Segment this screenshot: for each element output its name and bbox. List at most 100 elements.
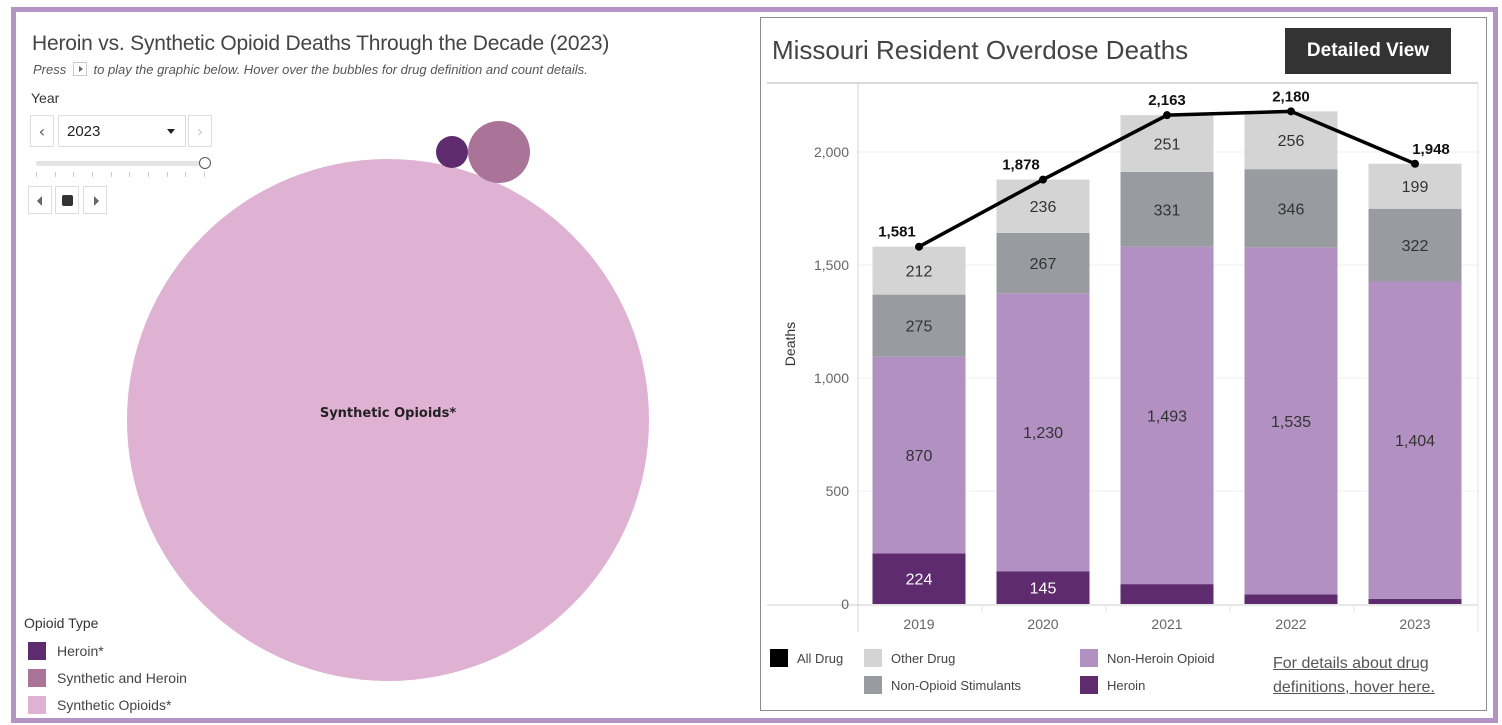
x-tick-label: 2023	[1399, 616, 1430, 632]
bar-segment-non-heroin-opioid-2022[interactable]	[1244, 247, 1338, 595]
all-drug-point[interactable]	[915, 242, 923, 251]
legend-label: Synthetic Opioids*	[57, 696, 172, 713]
legend-item-other-drug[interactable]: Other Drug	[864, 649, 955, 667]
all-drug-point[interactable]	[1163, 111, 1171, 120]
all-drug-value-label: 1,878	[1002, 157, 1040, 174]
x-tick-label: 2022	[1275, 616, 1306, 632]
bar-value-label: 1,535	[1271, 414, 1311, 431]
next-year-button[interactable]: ›	[188, 115, 212, 147]
legend-swatch	[28, 668, 46, 687]
overdose-chart-title: Missouri Resident Overdose Deaths	[772, 35, 1189, 65]
bar-segment-non-heroin-opioid-2023[interactable]	[1368, 281, 1462, 599]
bubble-label-synthetic-opioids: Synthetic Opioids*	[320, 406, 457, 421]
bar-segment-heroin-2023[interactable]	[1368, 598, 1462, 604]
play-backward-button[interactable]	[28, 186, 52, 214]
bar-segment-non-opioid-stimulants-2020[interactable]	[996, 232, 1090, 294]
legend-label: All Drug	[797, 650, 844, 666]
bar-value-label: 256	[1278, 133, 1305, 150]
previous-year-button[interactable]: ‹	[30, 115, 54, 147]
bubble-synthetic-opioids[interactable]	[127, 159, 649, 681]
bubble-heroin[interactable]	[436, 136, 468, 168]
bar-value-label: 236	[1030, 199, 1057, 216]
year-dropdown[interactable]: 2023	[58, 115, 186, 147]
bar-value-label: 1,404	[1395, 433, 1435, 450]
bar-segment-non-heroin-opioid-2020[interactable]	[996, 293, 1090, 572]
slider-tick	[73, 172, 75, 177]
slider-tick	[129, 172, 131, 177]
bar-value-label: 251	[1154, 137, 1181, 154]
y-tick-label: 2,000	[814, 144, 849, 160]
all-drug-point[interactable]	[1287, 107, 1295, 116]
legend-swatch	[864, 676, 882, 694]
legend-item-synthetic-opioids[interactable]: Synthetic Opioids*	[24, 691, 187, 718]
legend-swatch	[1080, 676, 1098, 694]
legend-item-non-heroin-opioid[interactable]: Non-Heroin Opioid	[1080, 649, 1215, 667]
legend-swatch	[864, 649, 882, 667]
legend-swatch	[1080, 649, 1098, 667]
all-drug-point[interactable]	[1039, 175, 1047, 184]
bar-segment-non-opioid-stimulants-2019[interactable]	[872, 294, 966, 357]
bar-value-label: 346	[1278, 201, 1305, 218]
bar-segment-heroin-2020[interactable]	[996, 571, 1090, 604]
y-tick-label: 500	[826, 483, 850, 499]
legend-swatch	[28, 641, 46, 660]
bar-segment-non-heroin-opioid-2021[interactable]	[1120, 246, 1214, 585]
bar-segment-heroin-2019[interactable]	[872, 553, 966, 604]
legend-item-synthetic-and-heroin[interactable]: Synthetic and Heroin	[24, 664, 187, 691]
y-tick-label: 1,500	[814, 257, 849, 273]
bar-segment-other-drug-2019[interactable]	[872, 246, 966, 295]
bar-segment-non-opioid-stimulants-2022[interactable]	[1244, 169, 1338, 248]
bar-segment-other-drug-2021[interactable]	[1120, 115, 1214, 172]
opioid-legend-title: Opioid Type	[24, 615, 99, 631]
drug-definitions-link[interactable]: For details about drug definitions, hove…	[1273, 655, 1435, 696]
play-icon	[72, 62, 87, 76]
legend-item-non-opioid-stimulants[interactable]: Non-Opioid Stimulants	[864, 676, 1021, 694]
x-tick-label: 2021	[1151, 616, 1182, 632]
detailed-view-button[interactable]: Detailed View	[1285, 28, 1451, 74]
bar-segment-other-drug-2022[interactable]	[1244, 111, 1338, 170]
stop-button[interactable]	[55, 186, 79, 214]
slider-tick	[110, 172, 112, 177]
subtitle-suffix: to play the graphic below. Hover over th…	[93, 62, 588, 77]
year-slider-thumb[interactable]	[199, 157, 211, 169]
bar-value-label: 870	[906, 448, 933, 465]
legend-item-heroin[interactable]: Heroin	[1080, 676, 1145, 694]
year-slider-track[interactable]	[36, 161, 204, 166]
slider-tick	[148, 172, 149, 177]
legend-swatch	[28, 695, 46, 714]
legend-label: Synthetic and Heroin	[57, 669, 187, 686]
year-slider-ticks	[36, 172, 206, 177]
all-drug-point[interactable]	[1411, 159, 1419, 168]
slider-tick	[36, 172, 37, 177]
bar-segment-other-drug-2023[interactable]	[1368, 163, 1462, 209]
legend-label: Non-Opioid Stimulants	[891, 677, 1022, 693]
legend-label: Heroin	[1107, 677, 1146, 693]
all-drug-value-label: 2,180	[1272, 88, 1310, 105]
legend-swatch	[770, 649, 788, 667]
opioid-type-legend: Opioid Type Heroin* Synthetic and Heroin…	[24, 615, 187, 718]
legend-item-all-drug[interactable]: All Drug	[770, 649, 843, 667]
bubble-synthetic-and-heroin[interactable]	[468, 121, 530, 183]
x-tick-label: 2019	[903, 616, 934, 632]
chevron-right-icon: ›	[196, 121, 204, 141]
bar-segment-heroin-2021[interactable]	[1120, 584, 1214, 604]
bar-value-label: 1,230	[1023, 425, 1063, 442]
dashboard-frame	[11, 7, 1498, 723]
legend-label: Non-Heroin Opioid	[1107, 650, 1215, 666]
caret-down-icon	[167, 129, 175, 134]
bar-segment-non-opioid-stimulants-2021[interactable]	[1120, 171, 1214, 247]
legend-item-heroin[interactable]: Heroin*	[24, 637, 187, 664]
bar-value-label: 1,493	[1147, 408, 1187, 425]
bar-segment-non-heroin-opioid-2019[interactable]	[872, 356, 966, 554]
legend-label: Heroin*	[57, 642, 104, 659]
all-drug-value-label: 1,581	[878, 224, 916, 241]
play-forward-button[interactable]	[83, 186, 107, 214]
bar-segment-heroin-2022[interactable]	[1244, 594, 1338, 604]
bar-value-label: 275	[906, 319, 933, 336]
bar-segment-other-drug-2020[interactable]	[996, 179, 1090, 233]
bubble-chart-title: Heroin vs. Synthetic Opioid Deaths Throu…	[32, 32, 610, 55]
legend-label: Other Drug	[891, 650, 956, 666]
bar-segment-non-opioid-stimulants-2023[interactable]	[1368, 208, 1462, 282]
bar-value-label: 212	[906, 264, 933, 281]
bar-value-label: 145	[1030, 581, 1057, 598]
